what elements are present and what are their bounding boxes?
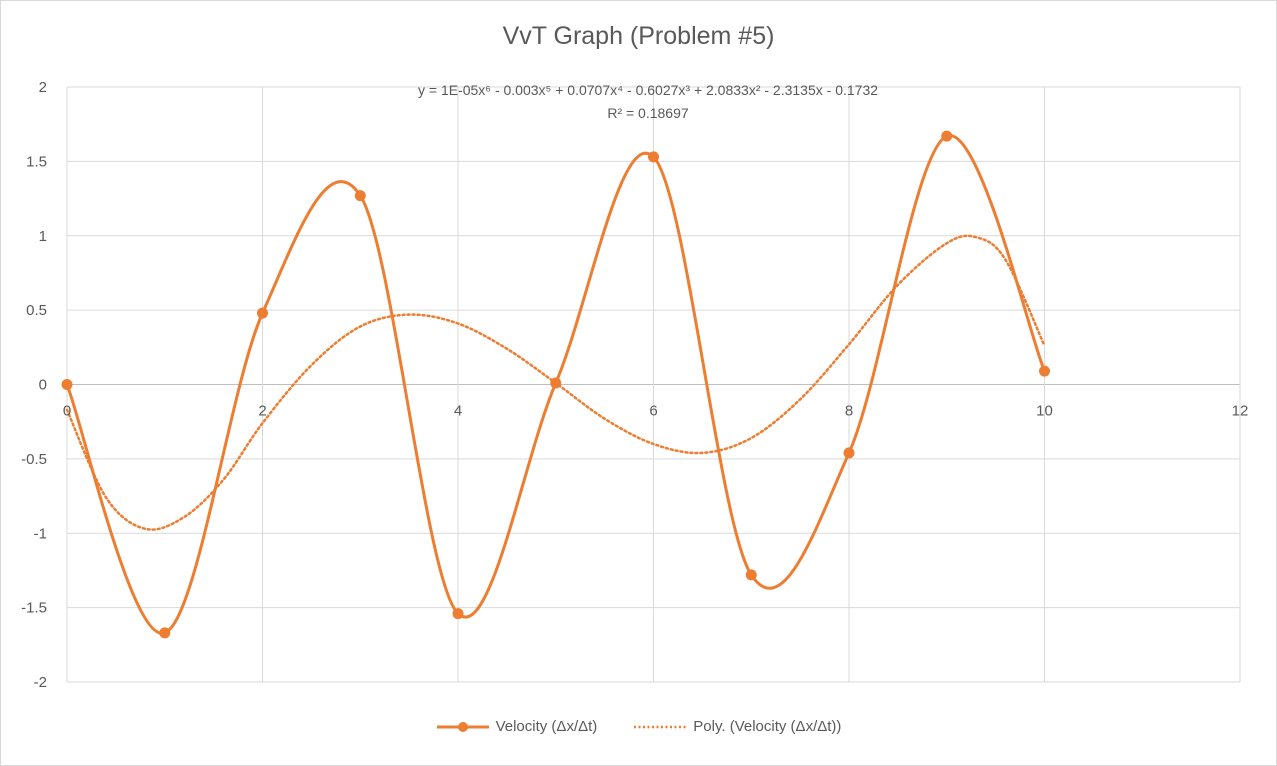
trendline-r-squared: R² = 0.18697 — [607, 105, 689, 121]
x-tick-label-2: 4 — [454, 403, 462, 420]
x-tick-label-3: 6 — [649, 403, 657, 420]
y-tick-label-8: -2 — [34, 674, 47, 691]
data-point-0 — [61, 379, 73, 390]
legend-label-velocity: Velocity (Δx/Δt) — [495, 718, 598, 735]
y-tick-label-2: 1 — [39, 228, 47, 245]
x-tick-label-1: 2 — [258, 403, 266, 420]
x-tick-label-4: 8 — [845, 403, 853, 420]
trendline-equation: y = 1E-05x⁶ - 0.003x⁵ + 0.0707x⁴ - 0.602… — [418, 82, 878, 98]
data-point-9 — [941, 130, 953, 142]
y-tick-label-4: 0 — [39, 377, 47, 394]
y-tick-label-7: -1.5 — [21, 600, 47, 617]
legend-label-trendline: Poly. (Velocity (Δx/Δt)) — [693, 718, 842, 735]
x-tick-label-5: 10 — [1036, 403, 1053, 420]
y-tick-label-5: -0.5 — [21, 451, 47, 468]
data-point-4 — [452, 608, 464, 620]
legend-marker-trendline — [634, 725, 687, 728]
data-point-2 — [257, 307, 268, 319]
y-tick-label-6: -1 — [34, 525, 47, 542]
series-velocity — [61, 130, 1050, 639]
legend: Velocity (Δx/Δt) Poly. (Velocity (Δx/Δt)… — [0, 718, 1277, 735]
y-tick-label-1: 1.5 — [26, 153, 47, 170]
x-tick-label-0: 0 — [63, 403, 71, 420]
legend-item-trendline: Poly. (Velocity (Δx/Δt)) — [633, 718, 841, 735]
tick-labels: 2 1.5 1 0.5 0 -0.5 -1 -1.5 -2 0 2 4 6 8 10 12 — [21, 79, 1248, 691]
data-point-6 — [648, 151, 659, 163]
legend-item-velocity: Velocity (Δx/Δt) — [436, 718, 598, 735]
y-tick-label-0: 2 — [39, 79, 47, 96]
chart-title: VvT Graph (Problem #5) — [502, 22, 775, 50]
data-point-8 — [843, 447, 855, 459]
data-point-3 — [354, 190, 366, 202]
y-tick-label-3: 0.5 — [26, 302, 47, 319]
x-tick-label-6: 12 — [1232, 403, 1249, 420]
data-point-10 — [1039, 365, 1050, 377]
data-point-5 — [550, 377, 562, 389]
gridlines — [66, 86, 1241, 683]
data-point-7 — [745, 569, 757, 581]
legend-marker-velocity — [436, 721, 489, 732]
data-point-1 — [159, 627, 171, 639]
